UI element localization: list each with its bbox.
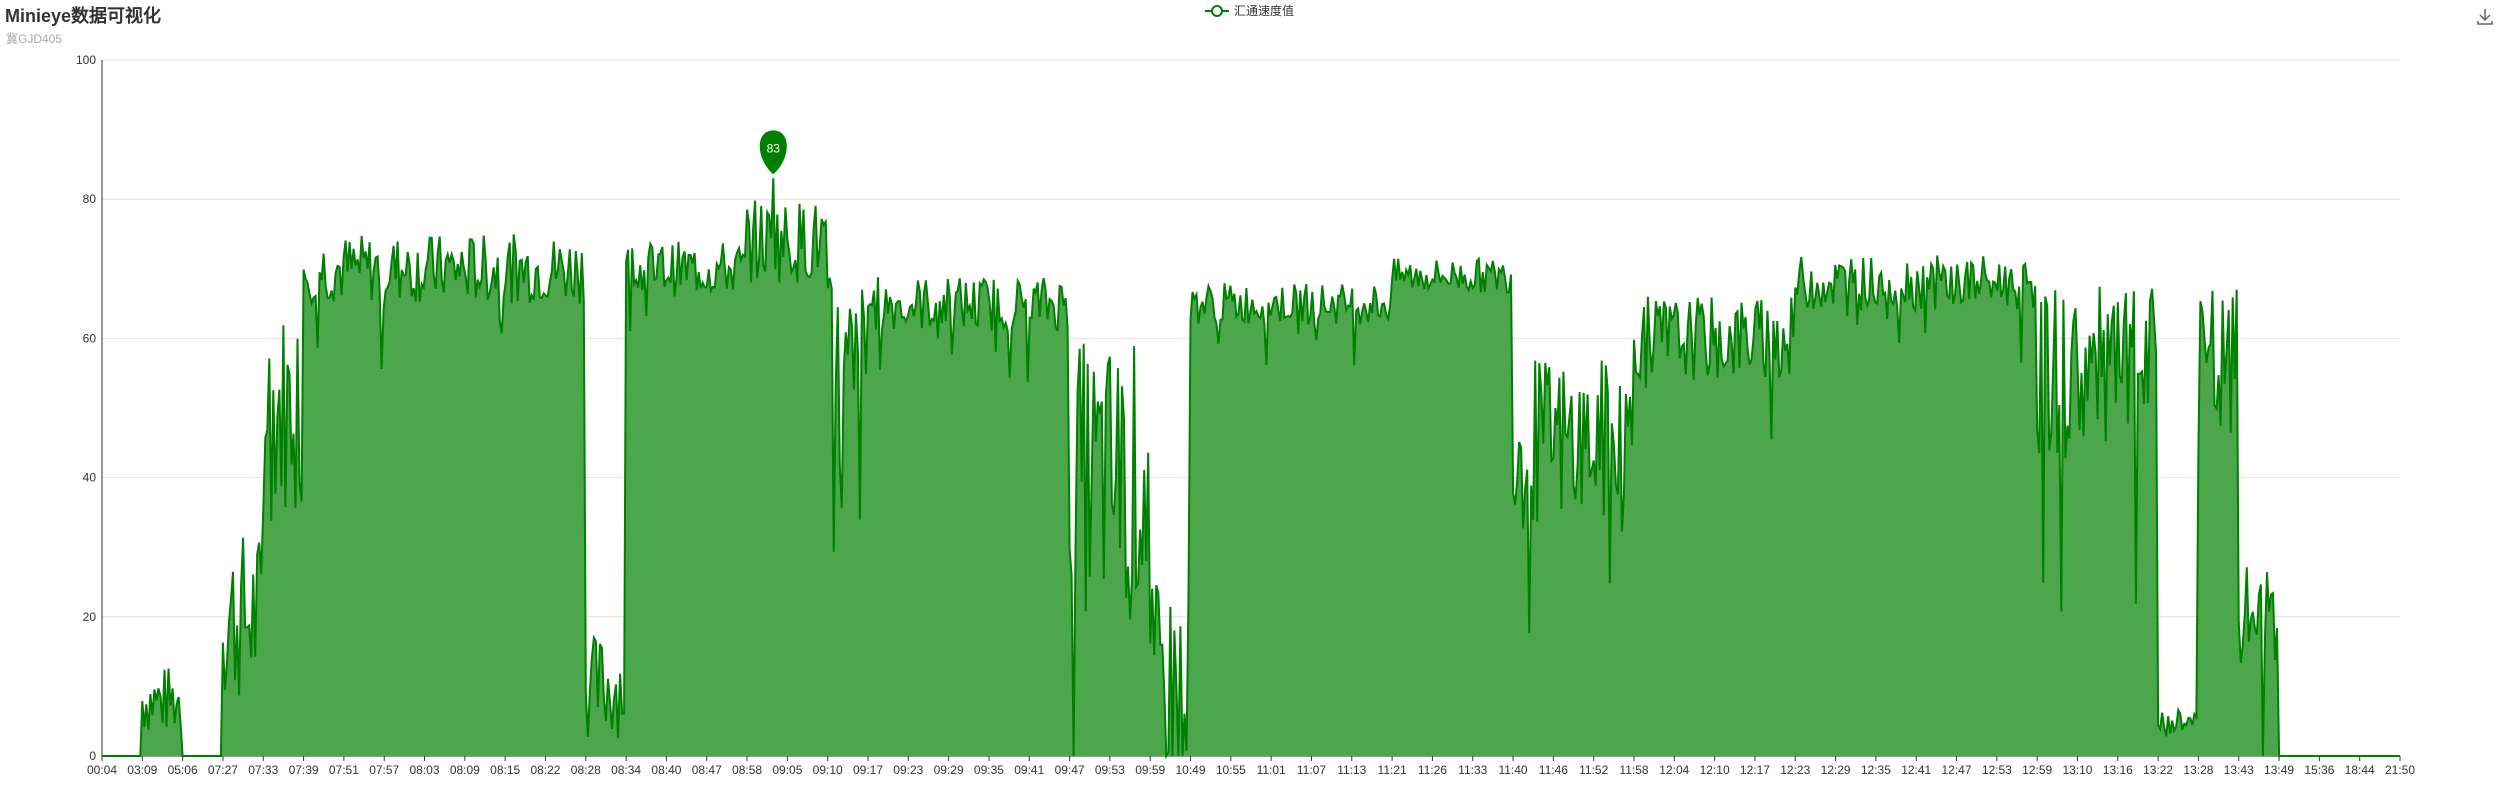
x-tick-label: 03:09 xyxy=(127,763,157,777)
x-tick-label: 09:59 xyxy=(1135,763,1165,777)
x-tick-label: 08:28 xyxy=(571,763,601,777)
x-tick-label: 11:52 xyxy=(1579,763,1608,777)
x-tick-label: 08:40 xyxy=(651,763,681,777)
x-tick-label: 07:57 xyxy=(369,763,399,777)
x-tick-label: 12:53 xyxy=(1982,763,2012,777)
x-tick-label: 09:05 xyxy=(772,763,802,777)
x-tick-label: 12:47 xyxy=(1942,763,1972,777)
x-tick-label: 09:10 xyxy=(813,763,843,777)
x-tick-label: 09:35 xyxy=(974,763,1004,777)
y-tick-label: 80 xyxy=(83,192,97,206)
series-line xyxy=(102,178,2400,760)
x-tick-label: 13:22 xyxy=(2143,763,2173,777)
x-tick-label: 09:47 xyxy=(1055,763,1085,777)
legend-line-circle-icon xyxy=(1205,4,1229,17)
x-tick-label: 08:34 xyxy=(611,763,641,777)
download-icon[interactable] xyxy=(2475,6,2495,26)
x-tick-label: 12:59 xyxy=(2022,763,2052,777)
x-tick-label: 11:33 xyxy=(1458,763,1487,777)
chart-title: Minieye数据可视化 xyxy=(5,6,162,26)
x-tick-label: 09:41 xyxy=(1014,763,1044,777)
series-area xyxy=(102,178,2400,757)
x-tick-label: 09:23 xyxy=(893,763,923,777)
x-tick-label: 05:06 xyxy=(168,763,198,777)
x-tick-label: 07:39 xyxy=(289,763,319,777)
x-tick-label: 09:17 xyxy=(853,763,883,777)
x-tick-label: 09:29 xyxy=(934,763,964,777)
x-tick-label: 11:21 xyxy=(1378,763,1407,777)
x-tick-label: 18:44 xyxy=(2345,763,2375,777)
x-tick-label: 21:50 xyxy=(2385,763,2415,777)
x-tick-label: 11:07 xyxy=(1297,763,1326,777)
x-tick-label: 08:15 xyxy=(490,763,520,777)
x-tick-label: 08:03 xyxy=(410,763,440,777)
x-tick-label: 08:47 xyxy=(692,763,722,777)
legend-item-series[interactable]: 汇通速度值 xyxy=(1205,2,1294,19)
x-tick-label: 11:46 xyxy=(1539,763,1568,777)
x-tick-label: 11:58 xyxy=(1619,763,1648,777)
x-tick-label: 15:36 xyxy=(2304,763,2334,777)
legend-label: 汇通速度值 xyxy=(1234,4,1295,18)
x-tick-label: 12:10 xyxy=(1700,763,1730,777)
x-tick-label: 12:35 xyxy=(1861,763,1891,777)
x-tick-label: 11:13 xyxy=(1337,763,1366,777)
x-tick-label: 07:51 xyxy=(329,763,359,777)
x-tick-label: 10:55 xyxy=(1216,763,1246,777)
x-tick-label: 08:58 xyxy=(732,763,762,777)
x-tick-label: 12:41 xyxy=(1901,763,1931,777)
x-tick-label: 12:04 xyxy=(1659,763,1689,777)
y-tick-label: 100 xyxy=(76,53,96,67)
y-tick-label: 0 xyxy=(89,749,96,763)
y-tick-label: 60 xyxy=(83,331,97,345)
x-tick-label: 13:43 xyxy=(2224,763,2254,777)
y-tick-label: 20 xyxy=(83,610,97,624)
x-tick-label: 10:49 xyxy=(1176,763,1206,777)
x-tick-label: 11:26 xyxy=(1418,763,1447,777)
chart-subtitle: 冀GJD405 xyxy=(6,32,63,46)
x-tick-label: 13:16 xyxy=(2103,763,2133,777)
x-tick-label: 12:17 xyxy=(1740,763,1770,777)
x-tick-label: 13:10 xyxy=(2062,763,2092,777)
x-tick-label: 13:28 xyxy=(2183,763,2213,777)
x-tick-label: 12:23 xyxy=(1780,763,1810,777)
x-tick-label: 07:27 xyxy=(208,763,238,777)
x-tick-label: 09:53 xyxy=(1095,763,1125,777)
x-tick-label: 11:40 xyxy=(1498,763,1527,777)
x-tick-label: 08:22 xyxy=(530,763,560,777)
x-tick-label: 13:49 xyxy=(2264,763,2294,777)
x-tick-label: 00:04 xyxy=(87,763,117,777)
x-tick-label: 12:29 xyxy=(1821,763,1851,777)
x-tick-label: 07:33 xyxy=(248,763,278,777)
x-tick-label: 08:09 xyxy=(450,763,480,777)
x-tick-label: 11:01 xyxy=(1257,763,1286,777)
max-marker-pin xyxy=(759,130,787,175)
max-marker-label: 83 xyxy=(767,141,781,155)
y-tick-label: 40 xyxy=(83,471,97,485)
